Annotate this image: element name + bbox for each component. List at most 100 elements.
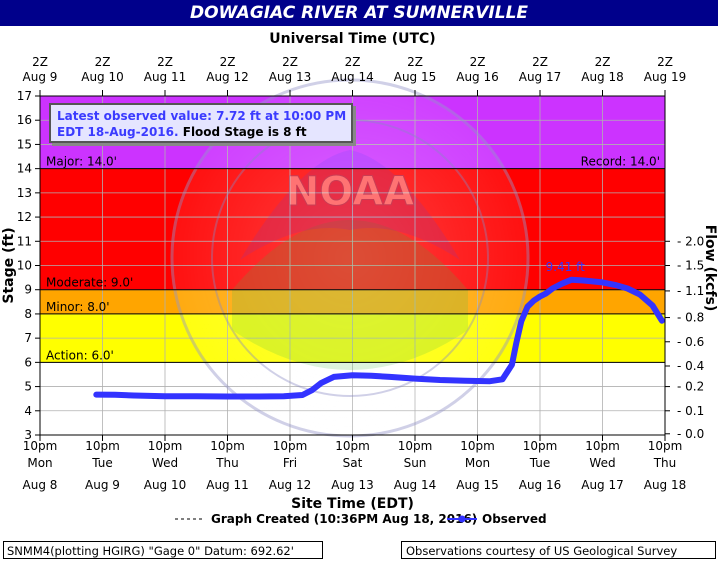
y2tick-label-0: - 0.0 xyxy=(677,427,704,441)
top-tick-date-0: Aug 9 xyxy=(23,70,58,84)
y2tick-label-1: - 0.1 xyxy=(677,404,704,418)
top-tick-date-7: Aug 16 xyxy=(456,70,499,84)
top-tick-hour-8: 2Z xyxy=(532,55,548,69)
top-tick-hour-0: 2Z xyxy=(32,55,48,69)
observed-line xyxy=(93,276,665,400)
bottom-tick-time-7: 10pm xyxy=(460,439,495,453)
legend-observed-marker xyxy=(458,515,466,523)
top-tick-hour-5: 2Z xyxy=(345,55,361,69)
y2tick-label-5: - 0.8 xyxy=(677,311,704,325)
bottom-axis-title: Site Time (EDT) xyxy=(291,496,414,512)
top-axis-title: Universal Time (UTC) xyxy=(269,31,435,47)
top-tick-hour-6: 2Z xyxy=(407,55,423,69)
ytick-label-10: 10 xyxy=(17,259,32,273)
y2tick-label-7: - 1.5 xyxy=(677,259,704,273)
stage-label-0: Major: 14.0' xyxy=(46,155,117,169)
top-tick-hour-10: 2Z xyxy=(657,55,673,69)
ytick-label-11: 11 xyxy=(17,234,32,248)
bottom-tick-date-10: Aug 18 xyxy=(644,478,687,492)
bottom-tick-date-0: Aug 8 xyxy=(23,478,58,492)
bottom-tick-day-8: Tue xyxy=(529,456,551,470)
ytick-label-14: 14 xyxy=(17,162,32,176)
y-axis-title: Stage (ft) xyxy=(1,227,17,303)
top-tick-hour-9: 2Z xyxy=(595,55,611,69)
stage-label-2: Minor: 8.0' xyxy=(46,300,110,314)
latest-observation-box: Latest observed value: 7.72 ft at 10:00 … xyxy=(49,103,353,143)
ytick-label-4: 4 xyxy=(24,404,32,418)
top-tick-hour-3: 2Z xyxy=(220,55,236,69)
ytick-label-5: 5 xyxy=(24,380,32,394)
y2tick-label-6: - 1.1 xyxy=(677,284,704,298)
observed-series: 9.41 ft xyxy=(93,260,665,400)
info-line1: Latest observed value: 7.72 ft at 10:00 … xyxy=(57,109,347,123)
bottom-tick-day-1: Tue xyxy=(91,456,113,470)
ytick-label-7: 7 xyxy=(24,331,32,345)
ytick-label-15: 15 xyxy=(17,137,32,151)
ytick-label-12: 12 xyxy=(17,210,32,224)
ytick-label-6: 6 xyxy=(24,355,32,369)
top-tick-date-9: Aug 18 xyxy=(581,70,624,84)
bottom-tick-day-10: Thu xyxy=(653,456,677,470)
y2tick-label-4: - 0.6 xyxy=(677,335,704,349)
top-tick-date-10: Aug 19 xyxy=(644,70,687,84)
stage-threshold-lines: Major: 14.0' Moderate: 9.0' Minor: 8.0' Act… xyxy=(40,155,665,363)
bottom-tick-day-5: Sat xyxy=(343,456,363,470)
bottom-tick-day-7: Mon xyxy=(465,456,490,470)
bottom-tick-date-7: Aug 15 xyxy=(456,478,499,492)
ytick-label-16: 16 xyxy=(17,113,32,127)
bottom-tick-time-2: 10pm xyxy=(148,439,183,453)
legend-observed-text: Observed xyxy=(482,512,547,526)
noaa-watermark-text: NOAA xyxy=(286,169,414,215)
top-tick-date-3: Aug 12 xyxy=(206,70,249,84)
stage-label-1: Moderate: 9.0' xyxy=(46,276,133,290)
top-tick-date-2: Aug 11 xyxy=(144,70,187,84)
bottom-tick-time-1: 10pm xyxy=(85,439,120,453)
bottom-tick-time-6: 10pm xyxy=(398,439,433,453)
bottom-tick-date-6: Aug 14 xyxy=(394,478,437,492)
y2tick-label-3: - 0.4 xyxy=(677,359,704,373)
record-label: Record: 14.0' xyxy=(581,155,660,169)
stage-label-3: Action: 6.0' xyxy=(46,348,114,362)
bottom-tick-time-8: 10pm xyxy=(523,439,558,453)
bottom-tick-time-9: 10pm xyxy=(585,439,620,453)
bottom-tick-date-9: Aug 17 xyxy=(581,478,624,492)
bottom-tick-day-0: Mon xyxy=(27,456,52,470)
bottom-tick-time-5: 10pm xyxy=(335,439,370,453)
bottom-tick-date-8: Aug 16 xyxy=(519,478,562,492)
info-line2a: EDT 18-Aug-2016. xyxy=(57,125,179,139)
bottom-tick-date-3: Aug 11 xyxy=(206,478,249,492)
bottom-tick-date-5: Aug 13 xyxy=(331,478,374,492)
ytick-label-3: 3 xyxy=(24,428,32,442)
ytick-label-17: 17 xyxy=(17,89,32,103)
legend-created-text: Graph Created (10:36PM Aug 18, 2016) xyxy=(211,512,477,526)
top-tick-date-1: Aug 10 xyxy=(81,70,124,84)
bottom-tick-time-4: 10pm xyxy=(273,439,308,453)
top-tick-hour-2: 2Z xyxy=(157,55,173,69)
bottom-tick-day-9: Wed xyxy=(589,456,615,470)
bottom-tick-date-1: Aug 9 xyxy=(85,478,120,492)
peak-label: 9.41 ft xyxy=(546,260,586,274)
top-tick-date-4: Aug 13 xyxy=(269,70,312,84)
courtesy-footer: Observations courtesy of US Geological S… xyxy=(401,541,716,559)
bottom-tick-time-3: 10pm xyxy=(210,439,245,453)
top-tick-hour-7: 2Z xyxy=(470,55,486,69)
ytick-label-13: 13 xyxy=(17,186,32,200)
info-line2b: Flood Stage is 8 ft xyxy=(182,125,307,139)
y2tick-label-8: - 2.0 xyxy=(677,234,704,248)
chart-title: DOWAGIAC RIVER AT SUMNERVILLE xyxy=(0,0,718,26)
y2tick-label-2: - 0.2 xyxy=(677,380,704,394)
top-tick-hour-1: 2Z xyxy=(95,55,111,69)
ytick-label-8: 8 xyxy=(24,307,32,321)
top-tick-date-5: Aug 14 xyxy=(331,70,374,84)
bottom-tick-time-10: 10pm xyxy=(648,439,683,453)
top-tick-hour-4: 2Z xyxy=(282,55,298,69)
bottom-tick-date-4: Aug 12 xyxy=(269,478,312,492)
bottom-tick-day-6: Sun xyxy=(404,456,427,470)
bottom-tick-day-4: Fri xyxy=(283,456,297,470)
ytick-label-9: 9 xyxy=(24,283,32,297)
datum-footer: SNMM4(plotting HGIRG) "Gage 0" Datum: 69… xyxy=(3,541,323,559)
y2-axis-title: Flow (kcfs) xyxy=(702,225,718,312)
top-tick-date-8: Aug 17 xyxy=(519,70,562,84)
bottom-tick-day-3: Thu xyxy=(215,456,239,470)
